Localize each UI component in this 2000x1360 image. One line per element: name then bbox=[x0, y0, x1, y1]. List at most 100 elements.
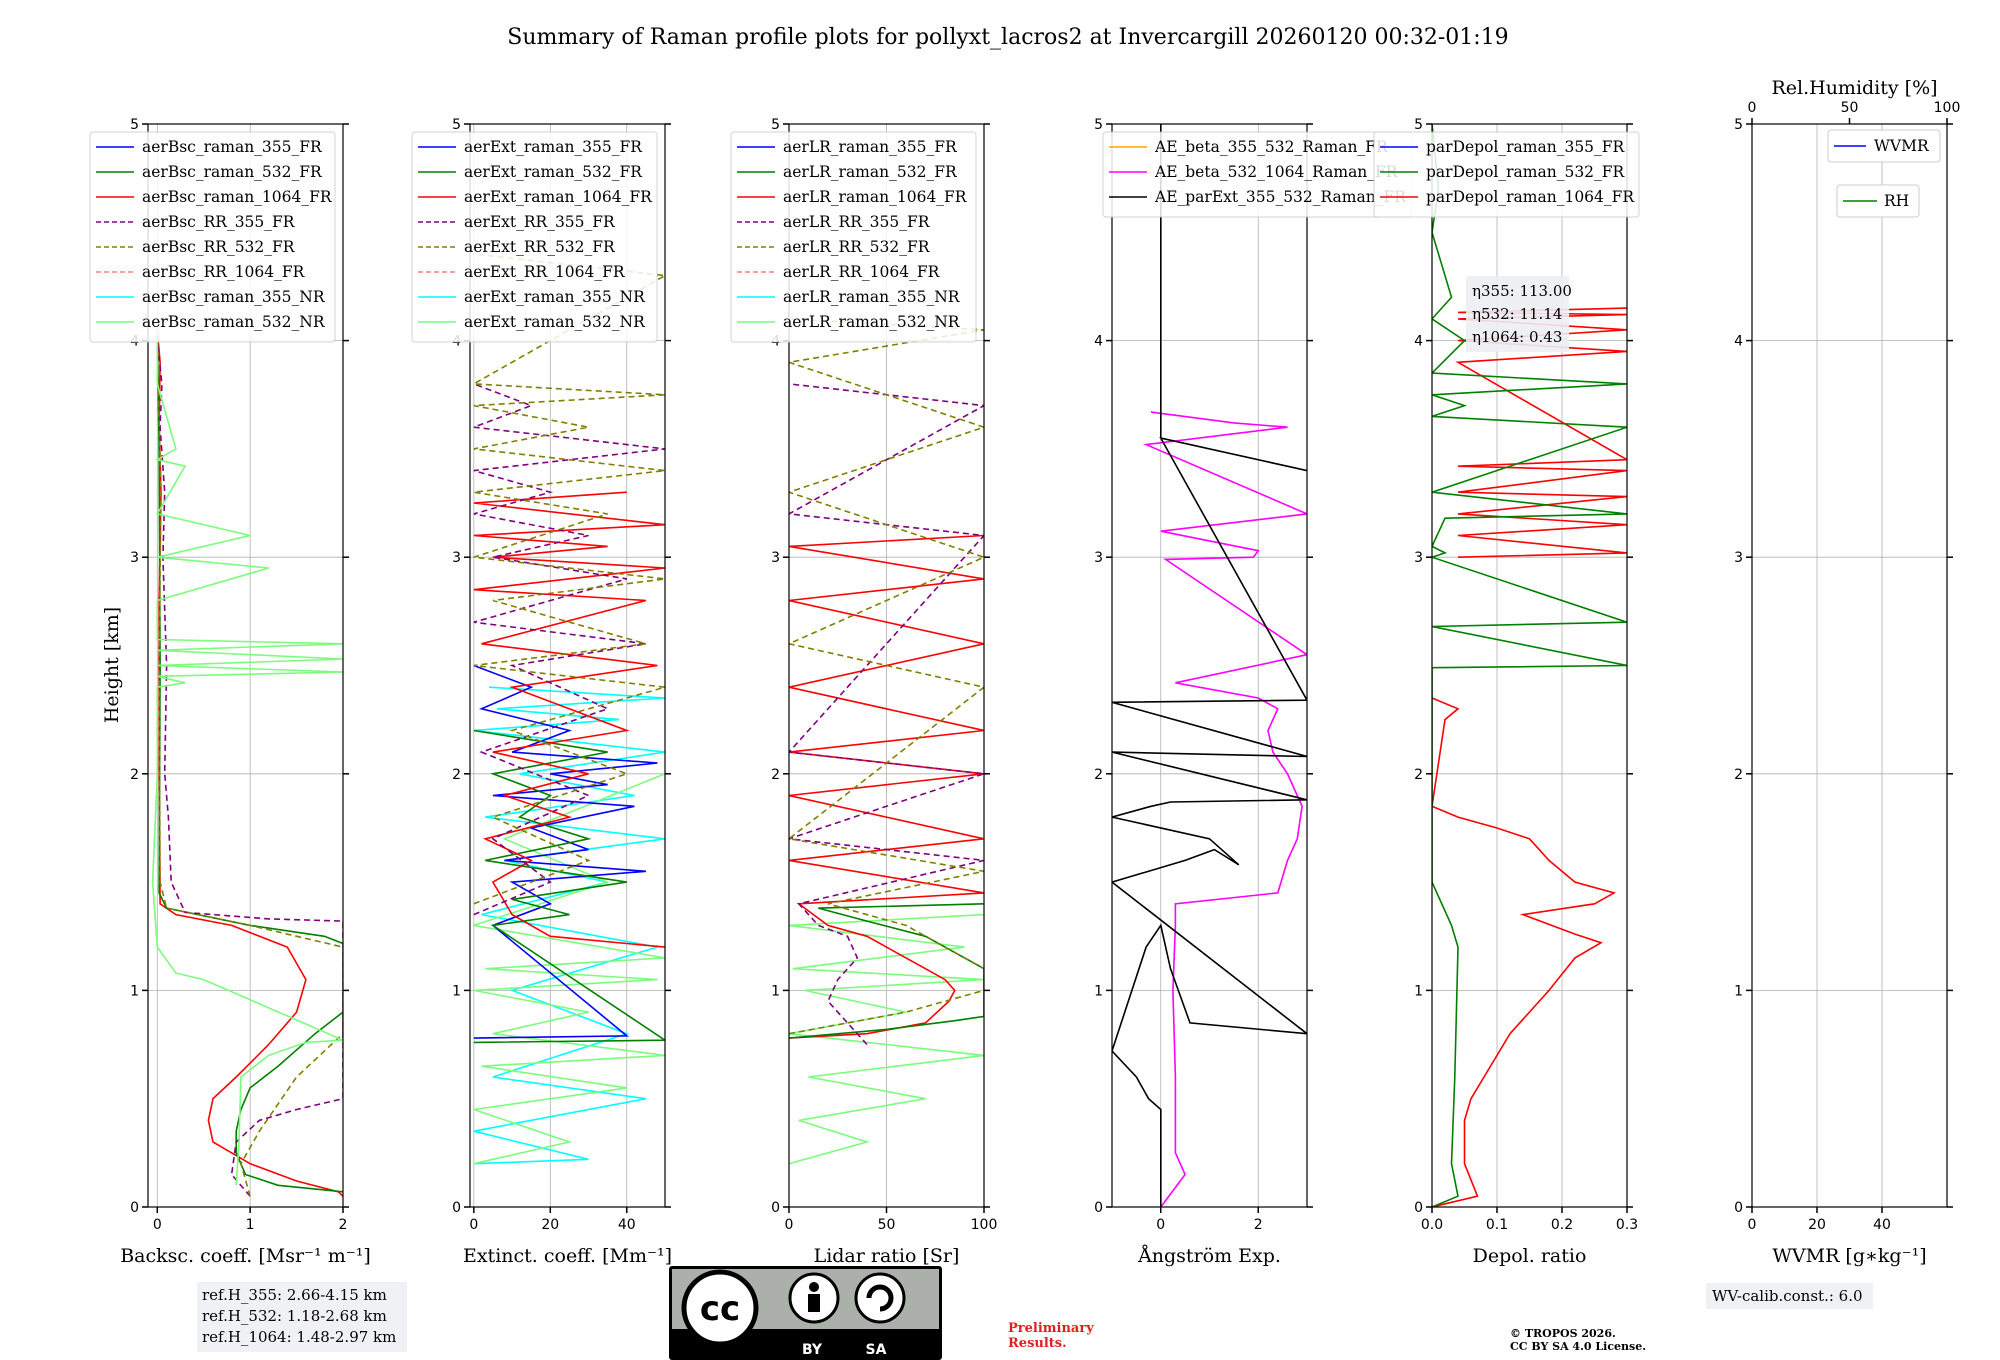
y-tick-label: 5 bbox=[771, 117, 780, 133]
y-tick-label: 5 bbox=[130, 117, 139, 133]
legend-rh-box bbox=[1836, 184, 1920, 218]
x-tick-label: 50 bbox=[878, 1217, 896, 1233]
series-line-aerBsc_raman_532_FR bbox=[156, 329, 343, 1193]
y-tick-label: 0 bbox=[452, 1200, 461, 1216]
axes-frame bbox=[469, 123, 666, 1208]
ref-height-box: ref.H_355: 2.66-4.15 km ref.H_532: 1.18-… bbox=[197, 1282, 407, 1352]
legend-label: parDepol_raman_355_FR bbox=[1426, 138, 1626, 156]
x-tick-label: 0 bbox=[469, 1217, 478, 1233]
cc-by-label: BY bbox=[802, 1342, 823, 1358]
legend-label: aerExt_RR_355_FR bbox=[464, 213, 616, 231]
series-line-aerLR_raman_1064_FR bbox=[789, 534, 984, 1039]
legend-label: aerExt_RR_532_FR bbox=[464, 238, 616, 256]
series-line-aerBsc_raman_532_NR bbox=[151, 329, 343, 1186]
legend-label: aerExt_raman_532_NR bbox=[464, 313, 646, 331]
legend-label: aerBsc_raman_355_FR bbox=[142, 138, 323, 156]
y-tick-label: 3 bbox=[771, 550, 780, 566]
y-tick-label: 2 bbox=[1734, 767, 1743, 783]
x-tick-label: 0 bbox=[153, 1217, 162, 1233]
x-tick-label: 20 bbox=[1808, 1217, 1826, 1233]
legend-label: aerExt_raman_532_FR bbox=[464, 163, 643, 181]
y-tick-label: 4 bbox=[1414, 334, 1423, 350]
series-line-aerBsc_RR_532_FR bbox=[156, 340, 343, 1197]
series-group bbox=[789, 318, 984, 1165]
top-x-tick-label: 50 bbox=[1841, 100, 1859, 116]
series-line-aerLR_RR_532_FR bbox=[789, 318, 984, 1035]
y-tick-label: 4 bbox=[1734, 334, 1743, 350]
x-tick-label: 0.3 bbox=[1616, 1217, 1638, 1233]
share-alike-arc bbox=[866, 1284, 894, 1312]
legend-label: aerBsc_raman_532_FR bbox=[142, 163, 323, 181]
series-line-aerExt_raman_532_FR bbox=[473, 729, 665, 1044]
ref-h-355: ref.H_355: 2.66-4.15 km bbox=[202, 1286, 387, 1304]
x-tick-label: 20 bbox=[541, 1217, 559, 1233]
cc-circle-icon bbox=[681, 1269, 759, 1347]
legend-label: aerExt_raman_355_FR bbox=[464, 138, 643, 156]
x-tick-label: 0.0 bbox=[1421, 1217, 1443, 1233]
series-line-aerExt_raman_355_FR bbox=[473, 664, 658, 1039]
legend-label: aerLR_RR_1064_FR bbox=[783, 263, 941, 281]
x-tick-label: 2 bbox=[339, 1217, 348, 1233]
legend-box bbox=[730, 131, 977, 343]
copyright-line-2: CC BY SA 4.0 License. bbox=[1510, 1340, 1646, 1353]
preliminary-text-1: Preliminary bbox=[1008, 1321, 1094, 1336]
y-tick-label: 3 bbox=[452, 550, 461, 566]
legend-label: aerLR_raman_355_FR bbox=[783, 138, 958, 156]
series-group bbox=[151, 329, 343, 1197]
y-tick-label: 2 bbox=[771, 767, 780, 783]
y-tick-label: 5 bbox=[1414, 117, 1423, 133]
eta-label: η1064: 0.43 bbox=[1472, 328, 1562, 346]
legend-label: aerExt_raman_1064_FR bbox=[464, 188, 653, 206]
legend-label: aerBsc_raman_532_NR bbox=[142, 313, 326, 331]
preliminary-text-2: Results. bbox=[1008, 1336, 1067, 1351]
y-tick-label: 0 bbox=[1414, 1200, 1423, 1216]
x-tick-label: 40 bbox=[618, 1217, 636, 1233]
x-axis-label: WVMR [g∗kg⁻¹] bbox=[1772, 1245, 1926, 1267]
eta-label: η532: 11.14 bbox=[1472, 305, 1562, 323]
legend-label: aerExt_raman_355_NR bbox=[464, 288, 646, 306]
y-tick-label: 3 bbox=[1734, 550, 1743, 566]
y-tick-label: 2 bbox=[130, 767, 139, 783]
copyright-line-1: © TROPOS 2026. bbox=[1510, 1327, 1616, 1340]
y-tick-label: 3 bbox=[1094, 550, 1103, 566]
y-tick-label: 1 bbox=[1414, 983, 1423, 999]
wv-calib-text: WV-calib.const.: 6.0 bbox=[1712, 1287, 1863, 1305]
legend-label: aerBsc_RR_532_FR bbox=[142, 238, 296, 256]
axes-frame bbox=[1751, 123, 1948, 1208]
legend-wvmr-label: WVMR bbox=[1874, 137, 1930, 155]
legend-box bbox=[89, 131, 336, 343]
y-tick-label: 0 bbox=[1094, 1200, 1103, 1216]
axes-frame bbox=[147, 123, 344, 1208]
axes-frame bbox=[788, 123, 985, 1208]
y-tick-label: 2 bbox=[452, 767, 461, 783]
legend-label: aerLR_raman_532_NR bbox=[783, 313, 961, 331]
x-tick-label: 0 bbox=[1748, 1217, 1757, 1233]
legend-rh-label: RH bbox=[1884, 192, 1909, 210]
series-group bbox=[1112, 124, 1307, 1207]
series-line-aerExt_RR_355_FR bbox=[473, 383, 665, 916]
axes-frame bbox=[1111, 123, 1308, 1208]
series-group bbox=[471, 253, 665, 1165]
y-tick-label: 2 bbox=[1094, 767, 1103, 783]
legend-label: aerBsc_raman_1064_FR bbox=[142, 188, 333, 206]
y-tick-label: 2 bbox=[1414, 767, 1423, 783]
x-tick-label: 40 bbox=[1873, 1217, 1891, 1233]
series-line-aerExt_RR_532_FR bbox=[471, 253, 665, 905]
x-axis-label: Lidar ratio [Sr] bbox=[814, 1245, 960, 1267]
legend-label: parDepol_raman_1064_FR bbox=[1426, 188, 1635, 206]
y-tick-label: 1 bbox=[1734, 983, 1743, 999]
legend-label: aerLR_raman_1064_FR bbox=[783, 188, 968, 206]
legend-label: aerLR_raman_532_FR bbox=[783, 163, 958, 181]
series-line-aerBsc_RR_355_FR bbox=[156, 340, 343, 1197]
series-line-aerExt_raman_532_NR bbox=[473, 773, 665, 1165]
wv-calib-box: WV-calib.const.: 6.0 bbox=[1706, 1283, 1873, 1309]
y-tick-label: 4 bbox=[1094, 334, 1103, 350]
y-tick-label: 0 bbox=[130, 1200, 139, 1216]
y-tick-label: 5 bbox=[1734, 117, 1743, 133]
panel-extinction: 01234502040Extinct. coeff. [Mm⁻¹]aerExt_… bbox=[411, 117, 672, 1267]
x-tick-label: 100 bbox=[971, 1217, 998, 1233]
attribution-person-head bbox=[809, 1282, 819, 1292]
x-axis-label: Extinct. coeff. [Mm⁻¹] bbox=[463, 1245, 672, 1267]
